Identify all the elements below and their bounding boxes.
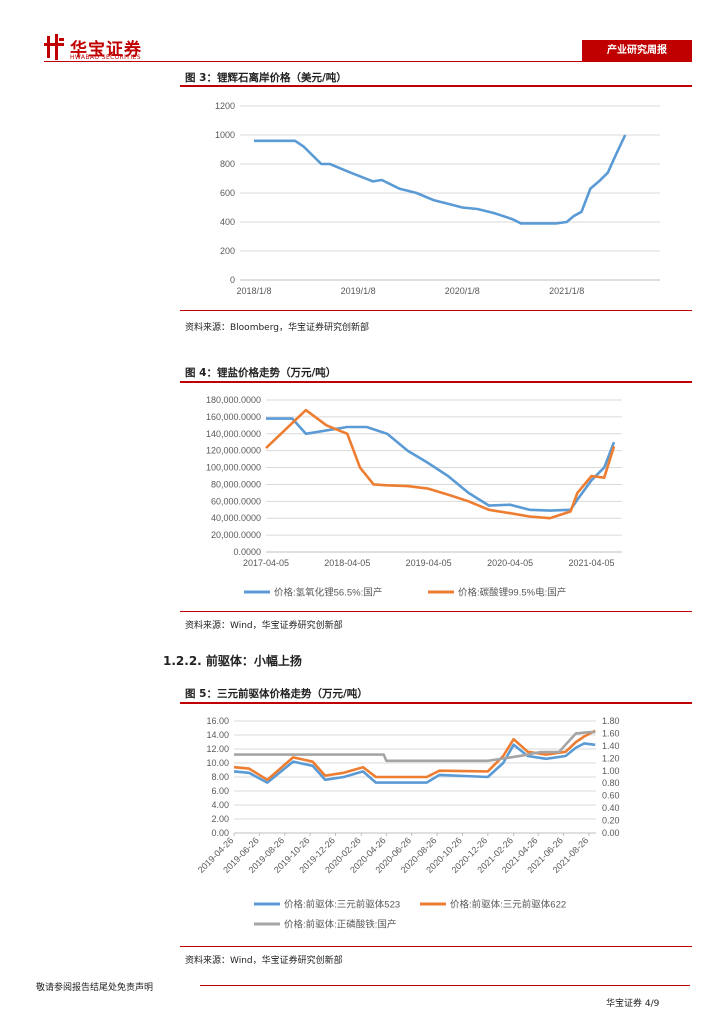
legend-label: 价格:前驱体:正磷酸铁:国产 [284, 919, 396, 931]
y-tick-label: 0 [230, 275, 235, 285]
legend-label: 价格:前驱体:三元前驱体523 [284, 899, 400, 911]
figure5-source: 资料来源：Wind，华宝证券研究创新部 [185, 956, 343, 966]
y2-tick-label: 0.20 [602, 816, 620, 826]
header-divider [44, 61, 584, 62]
legend-label: 价格:碳酸锂99.5%电:国产 [458, 587, 566, 599]
y2-tick-label: 1.60 [602, 728, 620, 738]
figure5-title: 图 5：三元前驱体价格走势（万元/吨） [185, 688, 368, 700]
figure3-bottom-rule [180, 310, 692, 311]
x-tick-label: 2018/1/8 [236, 286, 271, 296]
y-tick-label: 1200 [215, 101, 235, 111]
x-tick-label: 2019-04-05 [406, 558, 452, 568]
report-type-tag: 产业研究周报 [582, 40, 692, 62]
company-logo: 华宝证券 HWABAO SECURITIES [44, 34, 174, 64]
y2-tick-label: 0.40 [602, 803, 620, 813]
y-tick-label: 80,000.0000 [211, 479, 261, 489]
figure4-top-rule [180, 381, 692, 383]
y-tick-label: 600 [220, 188, 235, 198]
figure4-title: 图 4：锂盐价格走势（万元/吨） [185, 367, 337, 379]
figure3-source: 资料来源：Bloomberg，华宝证券研究创新部 [185, 323, 369, 333]
y2-tick-label: 1.40 [602, 741, 620, 751]
y-tick-label: 1000 [215, 130, 235, 140]
figure3-top-rule [180, 85, 692, 87]
y-tick-label: 0.0000 [233, 547, 261, 557]
y2-tick-label: 0.60 [602, 791, 620, 801]
y-tick-label: 2.00 [211, 814, 229, 824]
y-tick-label: 40,000.0000 [211, 513, 261, 523]
logo-english-name: HWABAO SECURITIES [70, 54, 141, 61]
y-tick-label: 200 [220, 246, 235, 256]
y-tick-label: 6.00 [211, 786, 229, 796]
series-line-1 [266, 417, 616, 512]
series-line-1 [233, 742, 596, 784]
series-line-3 [234, 730, 596, 763]
legend-label: 价格:前驱体:三元前驱体622 [450, 899, 566, 911]
figure4-chart: 0.0000 20,000.0000 40,000.0000 60,000.0000 8… [206, 395, 622, 599]
y2-tick-label: 1.00 [602, 766, 620, 776]
x-tick-label: 2021/1/8 [549, 286, 584, 296]
y-tick-label: 160,000.0000 [206, 412, 261, 422]
y-tick-label: 400 [220, 217, 235, 227]
y-tick-label: 16.00 [206, 716, 229, 726]
section-heading: 1.2.2. 前驱体：小幅上扬 [163, 654, 302, 668]
y2-tick-label: 1.80 [602, 716, 620, 726]
legend-label: 价格:氢氧化锂56.5%:国产 [274, 587, 382, 599]
figure4-bottom-rule [180, 611, 692, 612]
y2-tick-label: 0.00 [602, 828, 620, 838]
y-tick-label: 0.00 [211, 828, 229, 838]
y2-tick-label: 1.20 [602, 753, 620, 763]
y-tick-label: 120,000.0000 [206, 446, 261, 456]
y-tick-label: 140,000.0000 [206, 429, 261, 439]
series-line-2 [265, 408, 616, 520]
figure4-source: 资料来源：Wind，华宝证券研究创新部 [185, 621, 343, 631]
y-tick-label: 14.00 [206, 730, 229, 740]
x-tick-label: 2020-04-05 [487, 558, 533, 568]
x-tick-label: 2021-04-05 [568, 558, 614, 568]
x-tick-label: 2018-04-05 [324, 558, 370, 568]
logo-chinese-name: 华宝证券 [70, 40, 142, 60]
footer-divider [200, 985, 690, 986]
y-tick-label: 12.00 [206, 744, 229, 754]
x-tick-label: 2017-04-05 [243, 558, 289, 568]
figure3-chart: 0 200 400 600 800 1000 1200 2018/1/8 2019/1/8 202… [215, 101, 660, 296]
y-tick-label: 100,000.0000 [206, 463, 261, 473]
y-tick-label: 8.00 [211, 772, 229, 782]
figure5-top-rule [180, 702, 692, 704]
y2-tick-label: 0.80 [602, 778, 620, 788]
series-line-1 [254, 134, 627, 225]
y-tick-label: 60,000.0000 [211, 496, 261, 506]
figure5-chart: 0.00 2.00 4.00 6.00 8.00 10.00 12.00 14.00 16.00… [196, 716, 620, 931]
y-tick-label: 4.00 [211, 800, 229, 810]
y-tick-label: 10.00 [206, 758, 229, 768]
footer-disclaimer: 敬请参阅报告结尾处免责声明 [36, 983, 154, 993]
figure3-title: 图 3：锂辉石离岸价格（美元/吨） [185, 72, 347, 84]
y-tick-label: 20,000.0000 [211, 530, 261, 540]
x-tick-label: 2019/1/8 [341, 286, 376, 296]
y-tick-label: 180,000.0000 [206, 395, 261, 405]
figure5-bottom-rule [180, 946, 692, 947]
x-tick-label: 2020/1/8 [445, 286, 480, 296]
page-number: 华宝证券 4/9 [606, 999, 660, 1009]
brand-mark-icon [44, 34, 64, 60]
y-tick-label: 800 [220, 159, 235, 169]
